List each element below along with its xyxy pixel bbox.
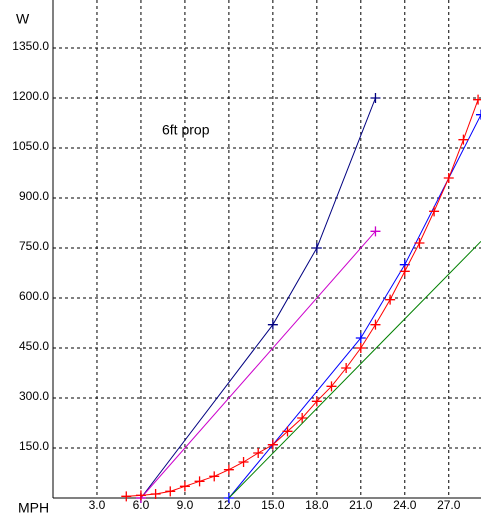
point-marker [429, 206, 440, 217]
point-marker [194, 476, 205, 487]
point-marker [473, 94, 481, 105]
y-tick-label: 1500.0 [12, 0, 49, 3]
x-tick-label: 27.0 [437, 498, 461, 512]
y-tick-label: 1050.0 [12, 139, 49, 153]
point-marker [414, 238, 425, 248]
point-marker [267, 319, 278, 330]
point-marker [355, 333, 366, 343]
point-marker [370, 319, 381, 330]
point-marker [297, 413, 308, 423]
point-marker [341, 363, 352, 373]
point-marker [223, 493, 234, 503]
point-marker [238, 457, 249, 467]
point-marker [179, 481, 190, 492]
x-tick-label: 15.0 [261, 498, 285, 512]
y-tick-label: 750.0 [19, 239, 49, 253]
point-marker [311, 396, 322, 407]
point-marker [282, 426, 293, 437]
point-marker [135, 490, 146, 501]
point-marker [311, 243, 322, 253]
y-axis-label: W [16, 11, 30, 27]
y-tick-label: 1350.0 [12, 39, 49, 53]
point-marker [370, 226, 381, 237]
point-marker [385, 294, 396, 305]
y-tick-label: 900.0 [19, 189, 49, 203]
x-axis-label: MPH [18, 500, 49, 516]
point-marker [443, 173, 454, 183]
y-tick-label: 600.0 [19, 289, 49, 303]
series-line [228, 240, 481, 499]
y-tick-label: 150.0 [19, 439, 49, 453]
series-line [140, 231, 376, 499]
x-tick-label: 21.0 [349, 498, 373, 512]
point-marker [209, 471, 220, 482]
y-tick-label: 450.0 [19, 339, 49, 353]
point-marker [326, 381, 337, 392]
x-tick-label: 9.0 [177, 498, 194, 512]
point-marker [399, 266, 410, 277]
point-marker [165, 486, 176, 497]
point-marker [458, 134, 469, 145]
point-marker [476, 109, 481, 120]
x-tick-label: 6.0 [133, 498, 150, 512]
point-marker [267, 439, 278, 450]
x-tick-label: 3.0 [89, 498, 106, 512]
point-marker [253, 448, 264, 458]
x-tick-label: 24.0 [393, 498, 417, 512]
point-marker [355, 343, 366, 353]
x-tick-label: 18.0 [305, 498, 329, 512]
y-tick-label: 1200.0 [12, 89, 49, 103]
point-marker [370, 93, 381, 103]
series-line [140, 97, 376, 499]
y-tick-label: 300.0 [19, 389, 49, 403]
point-marker [223, 464, 234, 475]
point-marker [150, 489, 161, 499]
x-tick-label: 12.0 [217, 498, 241, 512]
series-line [228, 114, 481, 499]
point-marker [121, 491, 132, 502]
annotation: 6ft prop [162, 122, 210, 138]
